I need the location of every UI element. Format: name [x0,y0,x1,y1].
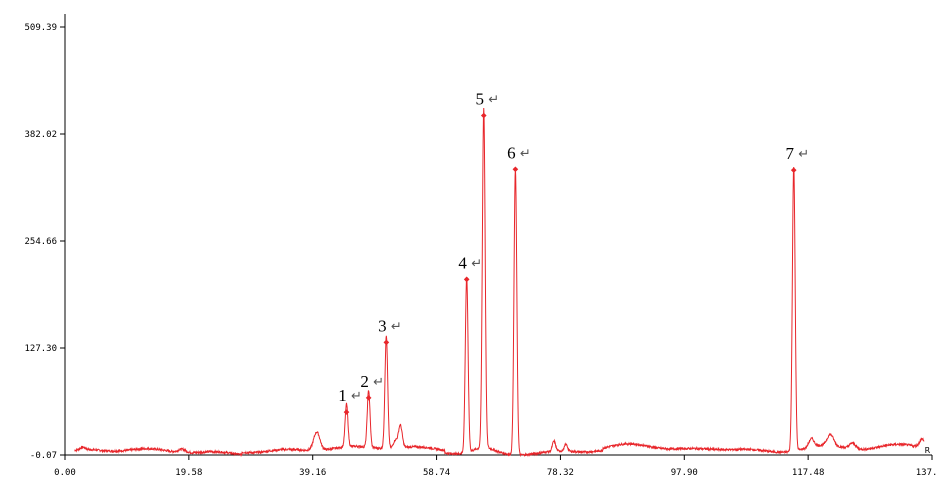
peak-label-return-mark: ↵ [520,146,531,161]
x-tick-label: 137.06 [916,468,936,478]
peak-labels: 1 ↵2 ↵3 ↵4 ↵5 ↵6 ↵ 7 ↵R [338,90,930,455]
peak-marker-6 [512,166,519,173]
x-tick-label: 39.16 [299,468,326,478]
peak-label-7: 7 [785,144,794,163]
x-tick-label: 117.48 [792,468,825,478]
peak-label-return-mark: ↵ [351,389,362,404]
y-tick-label: 509.39 [24,23,57,33]
peak-label-return-mark: ↵ [373,375,384,390]
peak-label-4: 4 [458,253,467,272]
x-tick-label: 78.32 [547,468,574,478]
peak-marker-5 [480,112,487,119]
y-axis-ticks: -0.07 127.30 254.66 382.02 509.39 [24,23,65,461]
end-marker: R [925,446,931,455]
signal-line [74,107,925,458]
x-tick-label: 0.00 [54,468,76,478]
peak-marker-2 [365,394,372,401]
peak-label-return-mark: ↵ [391,319,402,334]
peak-label-return-mark: ↵ [471,256,482,271]
x-tick-label: 97.90 [671,468,698,478]
peak-label-3: 3 [378,316,387,335]
chart-axes [61,14,932,459]
y-tick-label: 382.02 [24,130,57,140]
peak-label-2: 2 [360,372,369,391]
peak-label-5: 5 [476,90,485,109]
x-axis-ticks: 0.00 19.58 39.16 58.74 78.32 97.90 117.48 137.0… [54,455,936,478]
y-tick-label: -0.07 [30,451,57,461]
peak-marker-3 [383,339,390,346]
chromatogram-trace [74,107,925,458]
x-tick-label: 19.58 [175,468,202,478]
y-tick-label: 127.30 [24,344,57,354]
peak-marker-7 [790,167,797,173]
x-tick-label: 58.74 [423,468,450,478]
y-tick-label: 254.66 [24,237,57,247]
peak-label-1: 1 [338,386,347,405]
peak-label-return-mark: ↵ [798,147,809,162]
peak-label-6: 6 [507,143,516,162]
peak-marker-1 [343,409,350,415]
peak-markers [343,112,797,415]
peak-marker-4 [463,276,470,283]
peak-label-return-mark: ↵ [488,93,499,108]
